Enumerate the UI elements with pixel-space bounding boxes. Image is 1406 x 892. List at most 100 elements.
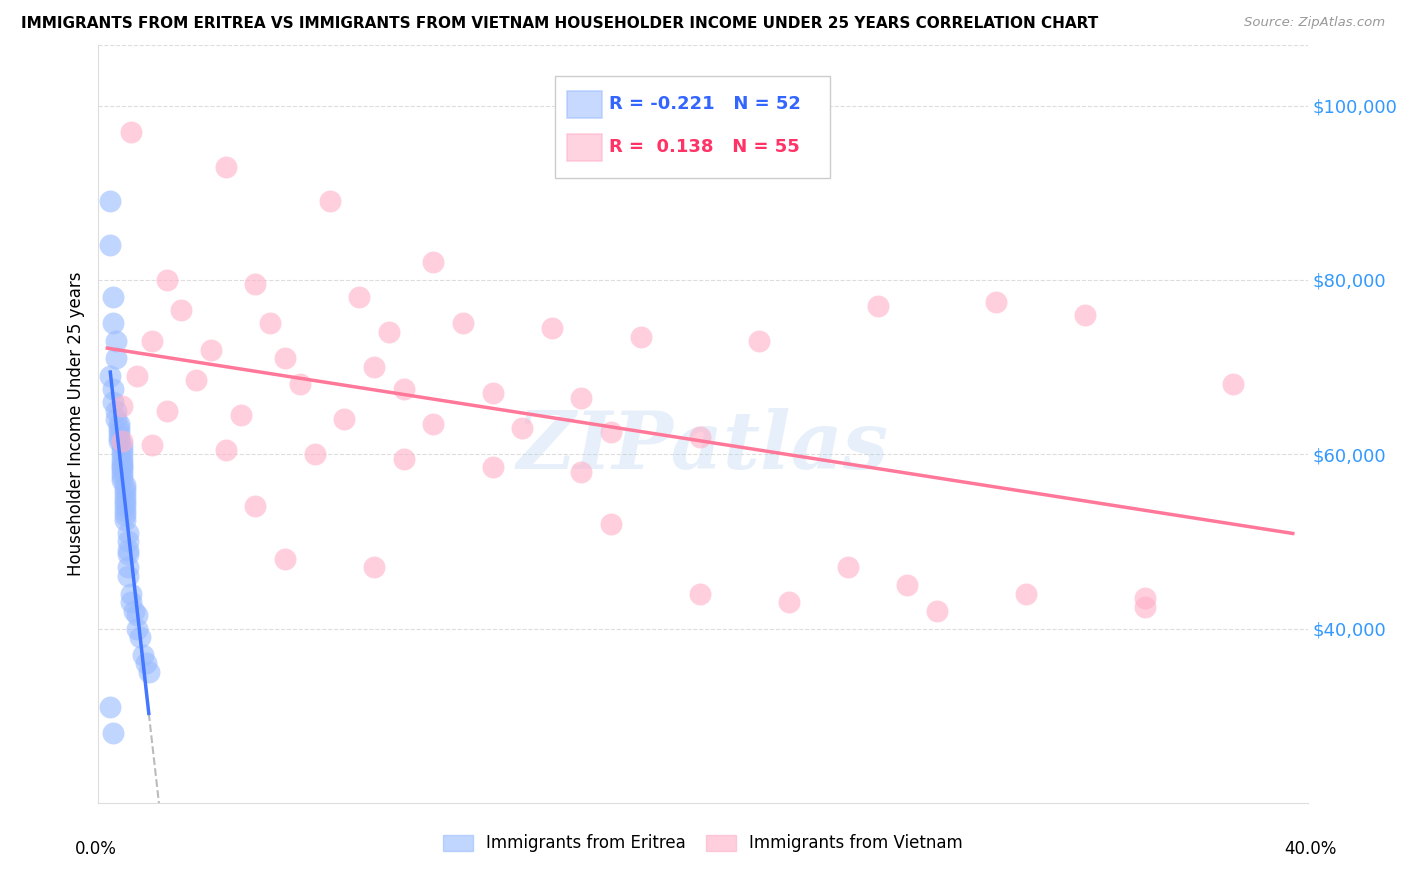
Point (117, 560, 139, 574)
Point (229, 408, 252, 422)
Point (105, 334, 128, 348)
Point (120, 595, 142, 609)
Point (896, 578, 918, 592)
Point (866, 299, 889, 313)
Point (111, 434, 134, 449)
Point (304, 447, 326, 461)
Point (111, 447, 134, 461)
Point (108, 434, 131, 449)
Point (540, 321, 562, 335)
Point (778, 595, 800, 609)
Point (129, 630, 152, 644)
Point (748, 334, 770, 348)
Point (108, 417, 131, 431)
Point (103, 726, 125, 740)
Point (155, 273, 177, 287)
Point (103, 317, 125, 331)
Point (120, 125, 142, 139)
Point (571, 391, 593, 405)
Point (117, 548, 139, 562)
Point (103, 290, 125, 304)
Point (111, 456, 134, 470)
Point (114, 477, 136, 491)
Point (215, 160, 238, 174)
Point (422, 417, 444, 431)
Point (141, 334, 163, 348)
Point (141, 438, 163, 452)
Point (510, 421, 533, 435)
Point (111, 465, 134, 479)
Point (571, 465, 593, 479)
Text: ZIPatlas: ZIPatlas (517, 408, 889, 485)
Point (111, 474, 134, 488)
Point (1133, 599, 1156, 614)
Point (288, 377, 311, 392)
Point (274, 351, 297, 366)
Text: R = -0.221   N = 52: R = -0.221 N = 52 (609, 95, 800, 113)
Point (114, 500, 136, 514)
Point (98, 368, 121, 383)
Point (111, 451, 134, 466)
Point (103, 395, 125, 409)
Point (1015, 587, 1038, 601)
Point (215, 442, 238, 457)
Text: 40.0%: 40.0% (1284, 840, 1337, 858)
Point (689, 430, 711, 444)
Point (98, 238, 121, 252)
Text: R =  0.138   N = 55: R = 0.138 N = 55 (609, 138, 800, 156)
Point (105, 403, 128, 417)
Point (1074, 308, 1097, 322)
Point (318, 194, 340, 209)
Text: IMMIGRANTS FROM ERITREA VS IMMIGRANTS FROM VIETNAM HOUSEHOLDER INCOME UNDER 25 Y: IMMIGRANTS FROM ERITREA VS IMMIGRANTS FR… (21, 16, 1098, 31)
Point (105, 351, 128, 366)
Point (125, 608, 148, 623)
Point (927, 604, 949, 618)
Point (170, 303, 193, 318)
Point (274, 551, 297, 566)
Legend: Immigrants from Eritrea, Immigrants from Vietnam: Immigrants from Eritrea, Immigrants from… (436, 828, 970, 859)
Point (1133, 591, 1156, 605)
Point (200, 343, 222, 357)
Point (600, 425, 623, 440)
Point (392, 382, 415, 396)
Point (111, 461, 134, 475)
Point (114, 495, 136, 509)
Point (1222, 377, 1244, 392)
Point (451, 317, 474, 331)
Point (481, 460, 503, 475)
Point (114, 508, 136, 523)
Point (347, 290, 370, 304)
Point (132, 648, 155, 662)
Point (111, 469, 134, 483)
Point (135, 657, 157, 671)
Point (363, 560, 385, 574)
Point (630, 329, 652, 343)
Point (103, 382, 125, 396)
Point (114, 512, 136, 526)
Point (108, 421, 131, 435)
Point (98, 194, 121, 209)
Point (245, 500, 267, 514)
Point (392, 451, 415, 466)
Point (122, 604, 145, 618)
Point (259, 317, 281, 331)
Point (333, 412, 356, 426)
Point (117, 525, 139, 540)
Point (117, 534, 139, 549)
Point (363, 359, 385, 374)
Point (98, 700, 121, 714)
Point (114, 504, 136, 518)
Text: 0.0%: 0.0% (75, 840, 117, 858)
Point (117, 543, 139, 558)
Point (108, 430, 131, 444)
Point (481, 386, 503, 401)
Point (117, 569, 139, 583)
Point (111, 399, 134, 413)
Point (108, 425, 131, 440)
Point (186, 373, 208, 387)
Point (245, 277, 267, 292)
Point (111, 442, 134, 457)
Point (111, 438, 134, 452)
Point (138, 665, 160, 679)
Point (422, 255, 444, 269)
